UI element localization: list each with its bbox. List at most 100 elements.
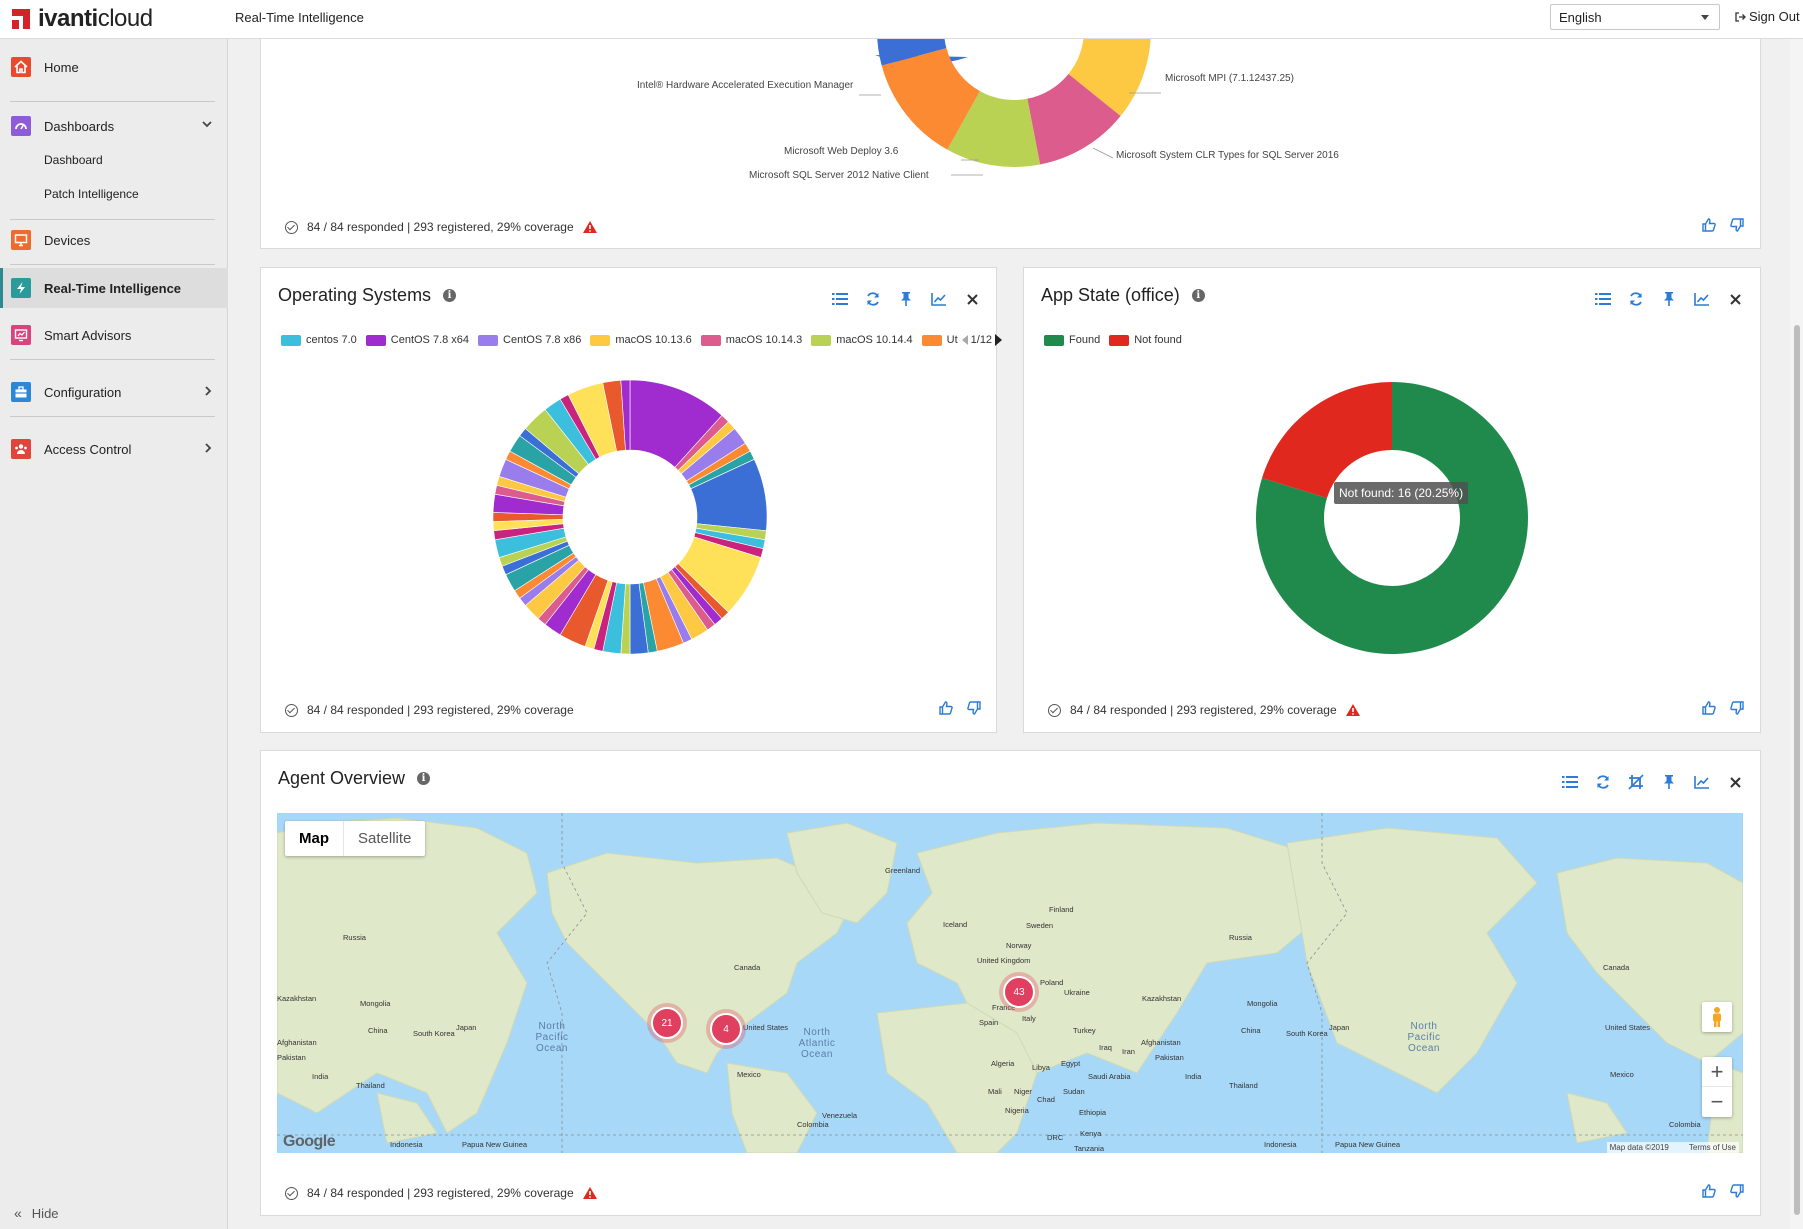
sidebar-item-label: Configuration: [44, 384, 122, 400]
pie-label: Microsoft Web Deploy 3.6: [784, 146, 899, 157]
thumbs-up-icon[interactable]: [1701, 1183, 1717, 1204]
pin-icon[interactable]: [896, 290, 916, 308]
thumbs-down-icon[interactable]: [1729, 700, 1745, 721]
pin-icon[interactable]: [1659, 773, 1679, 791]
sidebar-subitem-patch-intelligence[interactable]: Patch Intelligence: [44, 187, 139, 201]
donut-slice[interactable]: [1068, 32, 1151, 117]
app-title: Real-Time Intelligence: [235, 10, 364, 25]
divider: [10, 416, 215, 417]
trend-chart-icon[interactable]: [1692, 773, 1712, 791]
donut-slice-found[interactable]: [1256, 382, 1528, 654]
legend-item[interactable]: CentOS 7.8 x86: [478, 334, 581, 346]
sign-out-link[interactable]: Sign Out: [1735, 9, 1800, 24]
sidebar-item-real-time-intelligence[interactable]: Real-Time Intelligence: [0, 268, 228, 308]
zoom-in-button[interactable]: +: [1702, 1057, 1732, 1087]
map-label: Algeria: [991, 1059, 1015, 1068]
pin-icon[interactable]: [1659, 290, 1679, 308]
map-label: Saudi Arabia: [1088, 1072, 1131, 1081]
legend-item[interactable]: Ut: [921, 334, 958, 346]
sidebar-item-devices[interactable]: Devices: [0, 220, 228, 260]
coverage-footer: 84 / 84 responded | 293 registered, 29% …: [285, 1186, 598, 1200]
map-label: United States: [743, 1023, 789, 1032]
satellite-tab[interactable]: Satellite: [358, 830, 412, 847]
donut-slice[interactable]: [620, 379, 631, 451]
trend-chart-icon[interactable]: [1692, 290, 1712, 308]
donut-slice[interactable]: [881, 48, 980, 150]
map-cluster-marker[interactable]: 4: [710, 1013, 742, 1045]
sidebar-item-configuration[interactable]: Configuration: [0, 372, 228, 412]
ocean-label: North Pacific Ocean: [1407, 1021, 1441, 1054]
refresh-icon[interactable]: [863, 290, 883, 308]
info-icon[interactable]: i: [1191, 289, 1205, 302]
map-cluster-marker[interactable]: 43: [1003, 976, 1035, 1008]
donut-slice[interactable]: [877, 30, 947, 66]
legend-item[interactable]: macOS 10.14.3: [700, 334, 802, 346]
map-label: Norway: [1006, 941, 1032, 950]
info-icon[interactable]: i: [417, 772, 431, 785]
legend-item[interactable]: macOS 10.14.4: [811, 334, 913, 346]
legend-item[interactable]: Found: [1044, 334, 1100, 346]
logo-text-bold: ivanti: [38, 5, 98, 32]
donut-slice-not-found[interactable]: [1262, 382, 1392, 499]
legend-next-icon[interactable]: [995, 334, 1003, 346]
thumbs-up-icon[interactable]: [938, 700, 954, 721]
lightning-icon: [11, 278, 31, 298]
legend-item[interactable]: centos 7.0: [281, 334, 357, 346]
close-icon[interactable]: [962, 290, 982, 308]
scrollbar-thumb[interactable]: [1794, 325, 1800, 1215]
map-label: Kazakhstan: [1142, 994, 1182, 1003]
thumbs-down-icon[interactable]: [1729, 1183, 1745, 1204]
legend-prev-icon[interactable]: [961, 335, 968, 345]
chevron-right-icon: [205, 443, 212, 453]
map-label: Indonesia: [390, 1140, 423, 1149]
thumbs-down-icon[interactable]: [966, 700, 982, 721]
donut-slice[interactable]: [947, 91, 1041, 167]
list-icon[interactable]: [1593, 290, 1613, 308]
refresh-icon[interactable]: [1593, 773, 1613, 791]
map-cluster-marker[interactable]: 21: [651, 1007, 683, 1039]
sidebar-item-home[interactable]: Home: [0, 47, 228, 87]
thumbs-down-icon[interactable]: [1729, 217, 1745, 238]
refresh-icon[interactable]: [1626, 290, 1646, 308]
map-label: DRC: [1047, 1133, 1064, 1142]
close-icon[interactable]: [1725, 773, 1745, 791]
map-label: Egypt: [1061, 1059, 1081, 1068]
sidebar-subitem-dashboard[interactable]: Dashboard: [44, 153, 103, 167]
thumbs-up-icon[interactable]: [1701, 700, 1717, 721]
hide-sidebar-button[interactable]: « Hide: [14, 1205, 59, 1221]
trend-chart-icon[interactable]: [929, 290, 949, 308]
crop-off-icon[interactable]: [1626, 773, 1646, 791]
map-tab[interactable]: Map: [285, 821, 344, 856]
app-state-panel: App State (office) i Found Not found Not…: [1023, 267, 1761, 733]
ivanti-cloud-logo[interactable]: ivanticloud: [12, 5, 153, 32]
zoom-out-button[interactable]: −: [1710, 1089, 1724, 1114]
thumbs-up-icon[interactable]: [1701, 217, 1717, 238]
list-icon[interactable]: [1560, 773, 1580, 791]
sidebar-item-label: Real-Time Intelligence: [44, 280, 182, 296]
check-circle-icon: [285, 1186, 298, 1200]
sidebar-item-dashboards[interactable]: Dashboards: [0, 106, 228, 146]
street-view-pegman-icon[interactable]: [1702, 1002, 1732, 1032]
close-icon[interactable]: [1725, 290, 1745, 308]
sidebar-item-access-control[interactable]: Access Control: [0, 429, 228, 469]
map-label: Spain: [979, 1018, 999, 1027]
language-select[interactable]: English: [1550, 4, 1720, 30]
map-label: Venezuela: [822, 1111, 858, 1120]
list-icon[interactable]: [830, 290, 850, 308]
coverage-text: 84 / 84 responded | 293 registered, 29% …: [307, 1186, 574, 1200]
terms-of-use-link[interactable]: Terms of Use: [1688, 1143, 1736, 1152]
sidebar-item-smart-advisors[interactable]: Smart Advisors: [0, 315, 228, 355]
map-label: Japan: [456, 1023, 477, 1032]
legend-item[interactable]: CentOS 7.8 x64: [365, 334, 469, 346]
sign-out-label: Sign Out: [1749, 9, 1800, 24]
legend-item[interactable]: Not found: [1109, 334, 1182, 346]
panel-toolbar: [1580, 290, 1745, 308]
donut-slice[interactable]: [1027, 73, 1121, 165]
agent-world-map[interactable]: Greenland Iceland Finland Sweden Norway …: [277, 813, 1743, 1153]
info-icon[interactable]: i: [443, 289, 457, 302]
coverage-text: 84 / 84 responded | 293 registered, 29% …: [307, 703, 574, 717]
legend-item[interactable]: macOS 10.13.6: [590, 334, 692, 346]
map-label: Libya: [1032, 1063, 1050, 1072]
divider: [10, 359, 215, 360]
map-label: Mongolia: [360, 999, 391, 1008]
